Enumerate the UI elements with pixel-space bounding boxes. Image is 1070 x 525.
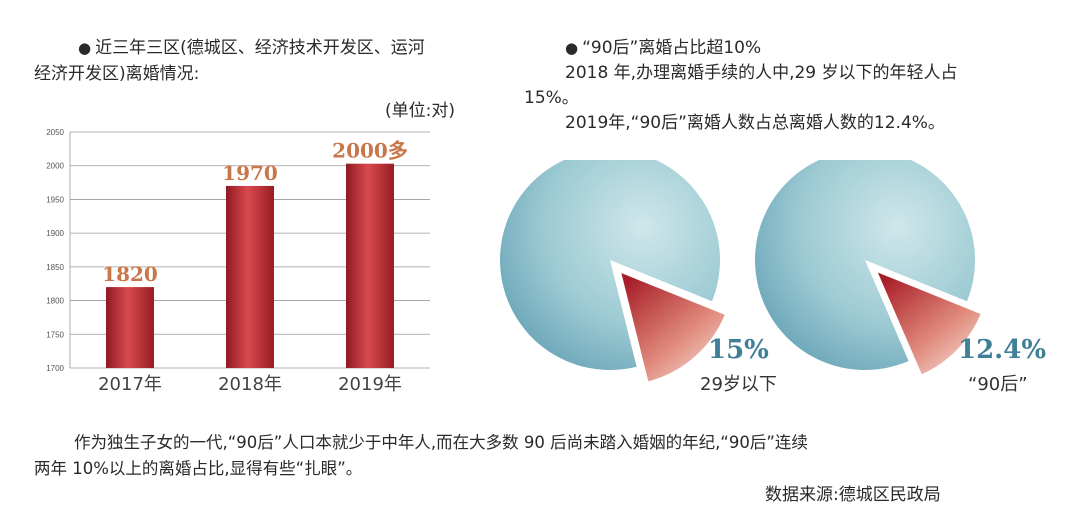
y-tick-label: 1850	[46, 263, 64, 272]
left-heading-line1: ● 近三年三区(德城区、经济技术开发区、运河	[78, 38, 425, 58]
bar-data-label: 1970	[222, 161, 278, 185]
bullet-icon: ●	[78, 39, 92, 57]
y-tick-label: 1700	[46, 364, 64, 373]
right-heading-line3: 2019年,“90后”离婚人数占总离婚人数的12.4%。	[565, 113, 945, 133]
unit-label: (单位:对)	[385, 101, 455, 121]
bar-data-label: 1820	[102, 262, 158, 286]
y-tick-label: 1800	[46, 297, 64, 306]
bar	[226, 185, 274, 368]
pie-main-slice	[500, 160, 720, 370]
pie-percent-label: 12.4%	[958, 335, 1046, 365]
bar	[346, 163, 394, 368]
y-tick-label: 1750	[46, 330, 64, 339]
right-heading-title: ● “90后”离婚占比超10%	[565, 38, 762, 58]
bar	[106, 287, 154, 368]
paragraph-line1: 作为独生子女的一代,“90后”人口本就少于中年人,而在大多数 90 后尚未踏入婚…	[74, 433, 808, 452]
pie-percent-label: 15%	[708, 335, 769, 365]
bar-chart: 1700 1750 1800 1850 1900 1950 2000 2050 2017年 20…	[46, 128, 430, 392]
x-category-label: 2019年	[338, 374, 402, 392]
pie-slice-label: “90后”	[968, 374, 1028, 395]
x-category-label: 2018年	[218, 374, 282, 392]
right-heading-line1: 2018 年,办理离婚手续的人中,29 岁以下的年轻人占	[565, 63, 958, 83]
bullet-icon: ●	[565, 39, 579, 57]
bar-data-label: 2000多	[332, 139, 408, 163]
y-tick-label: 2050	[46, 128, 64, 137]
source-note: 数据来源:德城区民政局	[765, 485, 941, 505]
pie-main-slice	[755, 160, 975, 370]
pie-slice-label: 29岁以下	[700, 374, 777, 395]
pie-highlight-slice	[617, 268, 729, 385]
left-heading-line2: 经济开发区)离婚情况:	[34, 64, 200, 84]
right-heading-line2: 15%。	[524, 88, 579, 108]
x-category-label: 2017年	[98, 374, 162, 392]
paragraph-line2: 两年 10%以上的离婚占比,显得有些“扎眼”。	[34, 459, 363, 478]
y-tick-label: 1900	[46, 229, 64, 238]
pie-highlight-slice	[872, 267, 985, 379]
pie-charts: 15% 29岁以下 12.4% “90后”	[500, 160, 1046, 395]
y-tick-label: 1950	[46, 195, 64, 204]
y-tick-label: 2000	[46, 162, 64, 171]
